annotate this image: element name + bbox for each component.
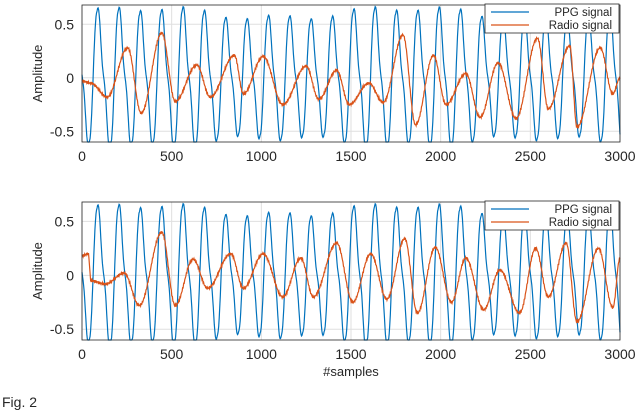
x-tick-label: 2500 xyxy=(515,148,546,164)
x-tick-label: 2500 xyxy=(515,346,546,362)
legend-label: PPG signal xyxy=(554,204,612,216)
x-tick-label: 0 xyxy=(78,346,86,362)
legend-label: Radio signal xyxy=(549,217,612,229)
x-tick-label: 500 xyxy=(160,148,184,164)
series-line-ppg xyxy=(81,202,621,341)
x-tick-label: 0 xyxy=(78,148,86,164)
y-tick-label: 0 xyxy=(66,70,74,86)
legend-label: PPG signal xyxy=(554,7,612,19)
x-tick-label: 1500 xyxy=(335,148,366,164)
y-tick-label: 0.5 xyxy=(55,16,75,32)
subplot-1: 0 500 1000 1500 2000 2500 3000-0.500.5Amplitud… xyxy=(30,3,636,164)
series-line-radio xyxy=(81,231,621,324)
y-axis-label: Amplitude xyxy=(30,45,45,103)
x-tick-label: 3000 xyxy=(604,346,635,362)
legend-label: Radio signal xyxy=(549,20,612,32)
series-line-ppg xyxy=(81,5,621,143)
axes-frame xyxy=(81,201,621,341)
y-tick-label: 0.5 xyxy=(55,213,75,229)
y-axis-label: Amplitude xyxy=(30,242,45,300)
x-tick-label: 2000 xyxy=(425,346,456,362)
x-tick-label: 500 xyxy=(160,346,184,362)
figure-caption: Fig. 2 xyxy=(2,394,38,410)
y-tick-label: 0 xyxy=(66,267,74,283)
x-tick-label: 3000 xyxy=(604,148,635,164)
legend-box xyxy=(484,3,620,34)
x-axis-label: #samples xyxy=(323,364,379,379)
x-tick-label: 2000 xyxy=(425,148,456,164)
y-tick-label: -0.5 xyxy=(50,123,74,139)
x-tick-label: 1000 xyxy=(246,346,277,362)
y-tick-label: -0.5 xyxy=(50,321,74,337)
x-tick-label: 1500 xyxy=(335,346,366,362)
legend-box xyxy=(484,200,620,231)
series-line-radio xyxy=(81,31,621,130)
axes-frame xyxy=(81,4,621,143)
x-tick-label: 1000 xyxy=(246,148,277,164)
subplot-2: 0 500 1000 1500 2000 2500 3000-0.500.5Amplitud… xyxy=(30,200,636,379)
